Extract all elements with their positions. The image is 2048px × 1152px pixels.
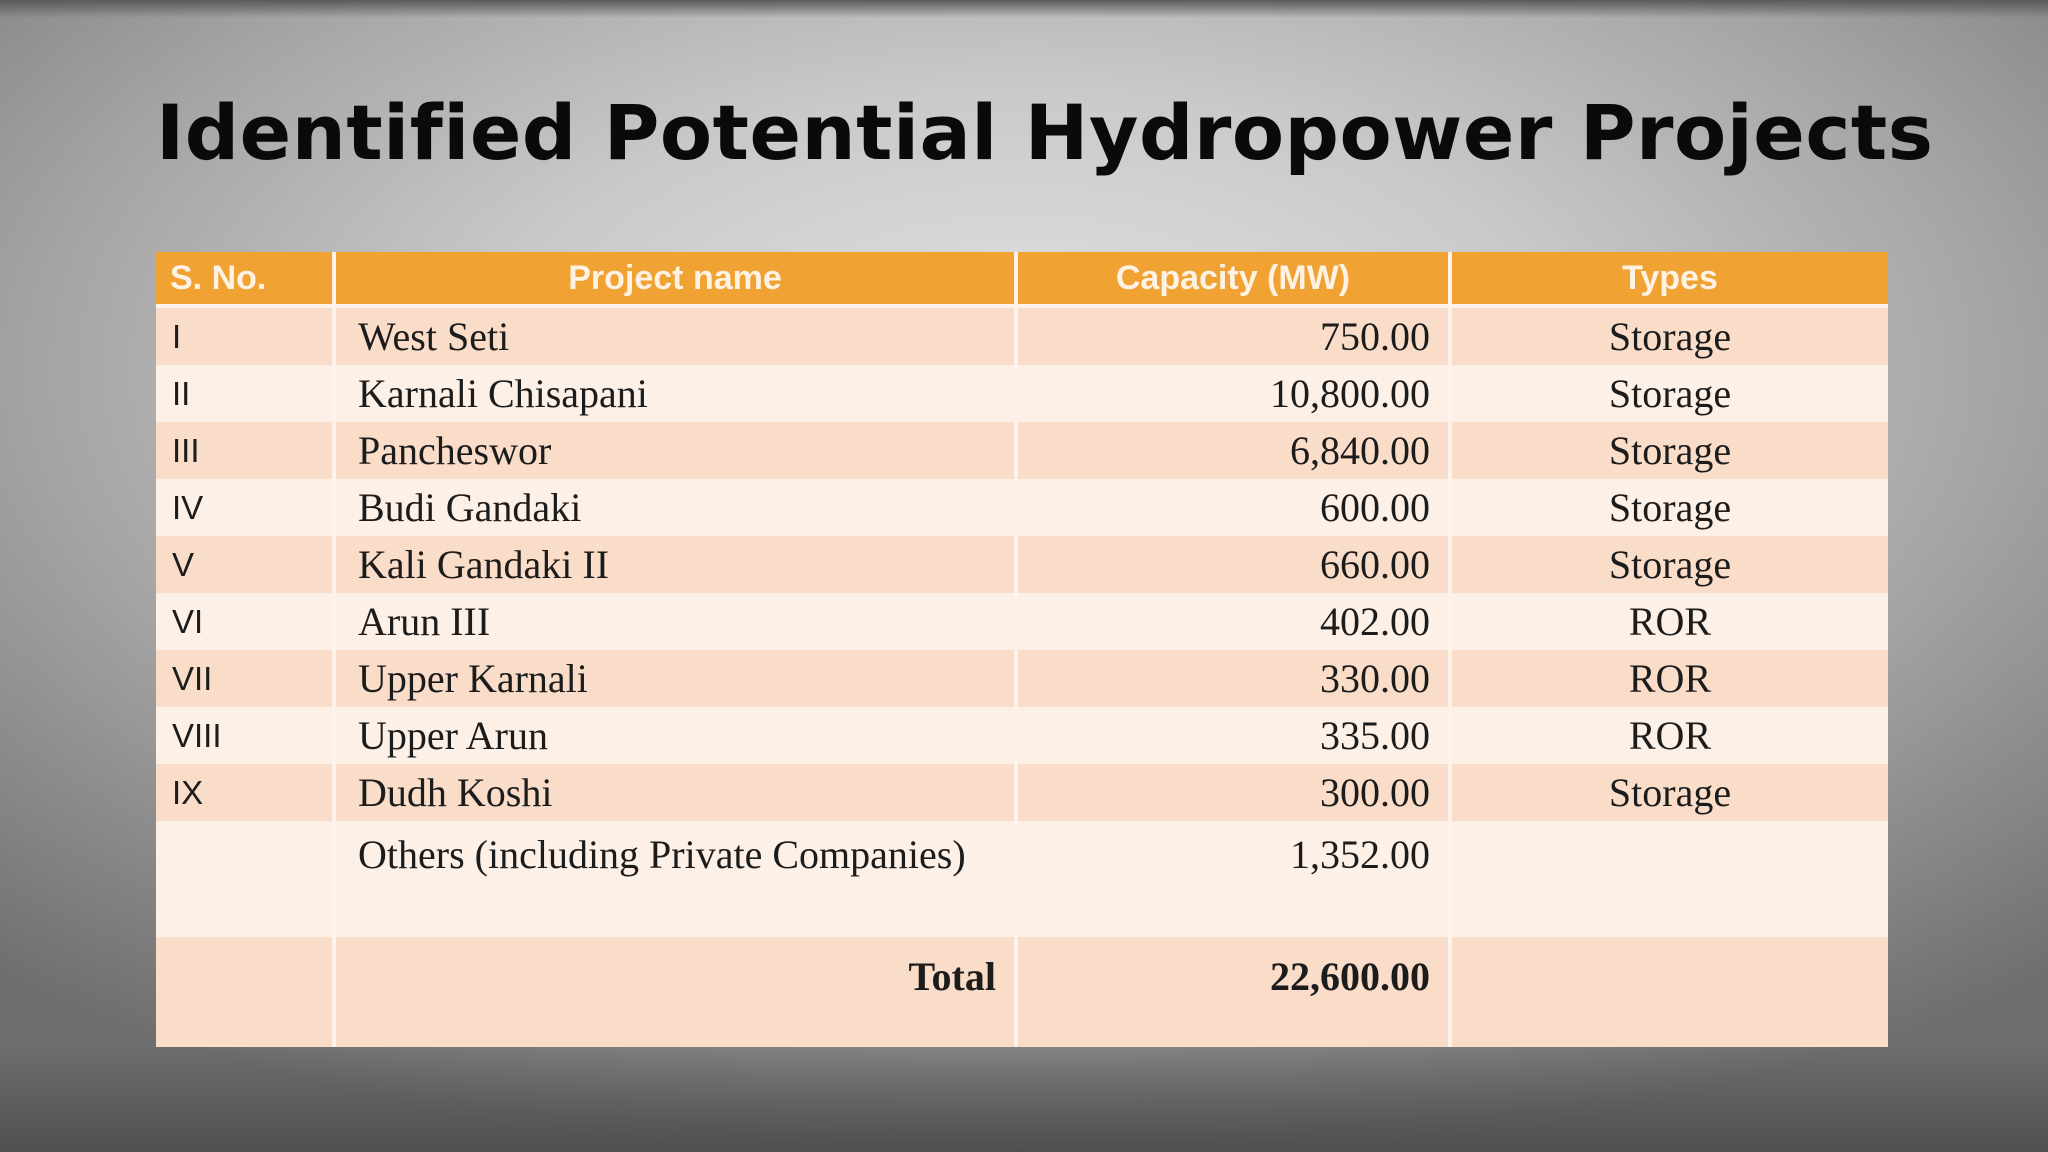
- cell-capacity: 600.00: [1016, 479, 1452, 536]
- cell-project-name: Kali Gandaki II: [334, 536, 1018, 593]
- header-sno: S. No.: [156, 252, 336, 308]
- cell-capacity: 6,840.00: [1016, 422, 1452, 479]
- cell-capacity: 750.00: [1016, 306, 1452, 365]
- cell-sno: IV: [156, 479, 336, 536]
- cell-capacity: 660.00: [1016, 536, 1452, 593]
- table-row: III Pancheswor 6,840.00 Storage: [156, 422, 1888, 479]
- cell-capacity: 10,800.00: [1016, 365, 1452, 422]
- cell-sno-empty: [156, 821, 336, 937]
- cell-project-name: West Seti: [334, 306, 1018, 365]
- table-header-row: S. No. Project name Capacity (MW) Types: [156, 252, 1888, 308]
- table-row: VII Upper Karnali 330.00 ROR: [156, 650, 1888, 707]
- cell-type: Storage: [1450, 479, 1888, 536]
- cell-project-name: Arun III: [334, 593, 1018, 650]
- slide-frame-top: [0, 0, 2048, 18]
- cell-type: Storage: [1450, 422, 1888, 479]
- slide-frame-bottom: [0, 1040, 2048, 1152]
- cell-capacity: 300.00: [1016, 764, 1452, 821]
- table-row-total: Total 22,600.00: [156, 937, 1888, 1047]
- cell-sno: II: [156, 365, 336, 422]
- table-row: IX Dudh Koshi 300.00 Storage: [156, 764, 1888, 821]
- cell-type: Storage: [1450, 764, 1888, 821]
- cell-project-name: Others (including Private Companies): [334, 821, 1018, 937]
- cell-sno: IX: [156, 764, 336, 821]
- table-row: II Karnali Chisapani 10,800.00 Storage: [156, 365, 1888, 422]
- cell-capacity: 330.00: [1016, 650, 1452, 707]
- header-types: Types: [1450, 252, 1888, 308]
- total-capacity: 22,600.00: [1016, 937, 1452, 1047]
- total-label: Total: [334, 937, 1018, 1047]
- cell-project-name: Upper Karnali: [334, 650, 1018, 707]
- cell-type: Storage: [1450, 365, 1888, 422]
- cell-type: ROR: [1450, 707, 1888, 764]
- table-row: I West Seti 750.00 Storage: [156, 306, 1888, 365]
- slide-title: Identified Potential Hydropower Projects: [156, 88, 1934, 177]
- cell-project-name: Budi Gandaki: [334, 479, 1018, 536]
- cell-project-name: Pancheswor: [334, 422, 1018, 479]
- header-capacity: Capacity (MW): [1016, 252, 1452, 308]
- cell-project-name: Upper Arun: [334, 707, 1018, 764]
- table-row: VI Arun III 402.00 ROR: [156, 593, 1888, 650]
- header-project-name: Project name: [334, 252, 1018, 308]
- cell-type: ROR: [1450, 650, 1888, 707]
- table-row: IV Budi Gandaki 600.00 Storage: [156, 479, 1888, 536]
- cell-sno: VIII: [156, 707, 336, 764]
- table-row-others: Others (including Private Companies) 1,3…: [156, 821, 1888, 937]
- table-row: V Kali Gandaki II 660.00 Storage: [156, 536, 1888, 593]
- cell-sno-empty: [156, 937, 336, 1047]
- table-row: VIII Upper Arun 335.00 ROR: [156, 707, 1888, 764]
- cell-sno: III: [156, 422, 336, 479]
- cell-project-name: Dudh Koshi: [334, 764, 1018, 821]
- cell-capacity: 1,352.00: [1016, 821, 1452, 937]
- projects-table-container: S. No. Project name Capacity (MW) Types …: [156, 252, 1888, 1047]
- cell-capacity: 335.00: [1016, 707, 1452, 764]
- cell-sno: I: [156, 306, 336, 365]
- cell-type: Storage: [1450, 536, 1888, 593]
- cell-sno: VII: [156, 650, 336, 707]
- cell-type: ROR: [1450, 593, 1888, 650]
- cell-project-name: Karnali Chisapani: [334, 365, 1018, 422]
- cell-sno: VI: [156, 593, 336, 650]
- cell-type: Storage: [1450, 306, 1888, 365]
- cell-capacity: 402.00: [1016, 593, 1452, 650]
- projects-table: S. No. Project name Capacity (MW) Types …: [156, 252, 1888, 1047]
- cell-type-empty: [1450, 821, 1888, 937]
- cell-type-empty: [1450, 937, 1888, 1047]
- cell-sno: V: [156, 536, 336, 593]
